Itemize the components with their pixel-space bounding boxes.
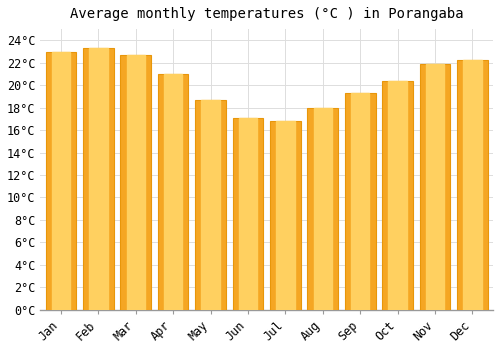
Bar [464, 61, 481, 310]
Bar [314, 108, 332, 310]
Bar [388, 81, 407, 310]
Bar [382, 81, 413, 310]
Bar [426, 64, 444, 310]
Bar [195, 100, 226, 310]
Bar [202, 100, 220, 310]
Bar [83, 48, 114, 310]
Bar [351, 93, 370, 310]
Bar [164, 74, 182, 310]
Bar [270, 121, 300, 310]
Bar [420, 64, 450, 310]
Bar [345, 93, 376, 310]
Bar [276, 121, 294, 310]
Bar [52, 51, 70, 310]
Bar [89, 48, 108, 310]
Bar [239, 118, 257, 310]
Bar [120, 55, 151, 310]
Bar [232, 118, 264, 310]
Bar [46, 51, 76, 310]
Bar [126, 55, 145, 310]
Bar [457, 61, 488, 310]
Bar [308, 108, 338, 310]
Title: Average monthly temperatures (°C ) in Porangaba: Average monthly temperatures (°C ) in Po… [70, 7, 464, 21]
Bar [158, 74, 188, 310]
